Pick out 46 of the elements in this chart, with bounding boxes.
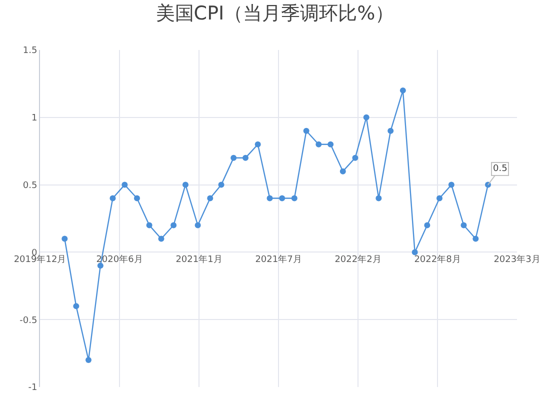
point [85,357,92,364]
point [122,182,128,188]
point [303,128,310,134]
point [352,154,358,161]
point [279,195,286,202]
x-tick-label: 2023年3月 [494,254,540,266]
point [436,195,442,202]
point [316,141,322,148]
point [363,114,370,120]
point [73,303,80,310]
point [194,222,201,228]
point [242,154,249,161]
point [340,168,346,174]
x-tick-label: 2022年2月 [334,254,382,266]
y-tick-label: -1 [28,383,38,394]
point [376,195,382,202]
point [62,236,68,242]
point [134,195,140,202]
point [412,249,418,256]
chart-title: 美国CPI（当月季调环比%） [156,2,394,24]
point [207,195,214,202]
point [328,141,334,148]
point [472,236,479,242]
x-tick-label: 2021年1月 [176,254,222,266]
point [110,195,116,202]
point [146,222,152,228]
point [182,182,188,188]
point [291,195,298,202]
point [400,87,406,94]
y-tick-label: -0.5 [20,316,38,326]
point [424,222,430,228]
point [266,195,273,202]
y-tick-label: 1 [31,114,38,124]
point [218,182,224,188]
point [388,128,394,134]
point [448,182,454,188]
x-tick-label: 2021年7月 [255,254,302,266]
y-tick-label: 0.5 [22,180,38,191]
annotation: 0.5 [493,164,508,174]
point [460,222,467,228]
x-tick-label: 2022年8月 [414,254,461,266]
point [230,154,237,161]
point [254,141,261,148]
y-tick-label: 1.5 [22,46,38,56]
point [170,222,177,228]
point [158,236,164,242]
